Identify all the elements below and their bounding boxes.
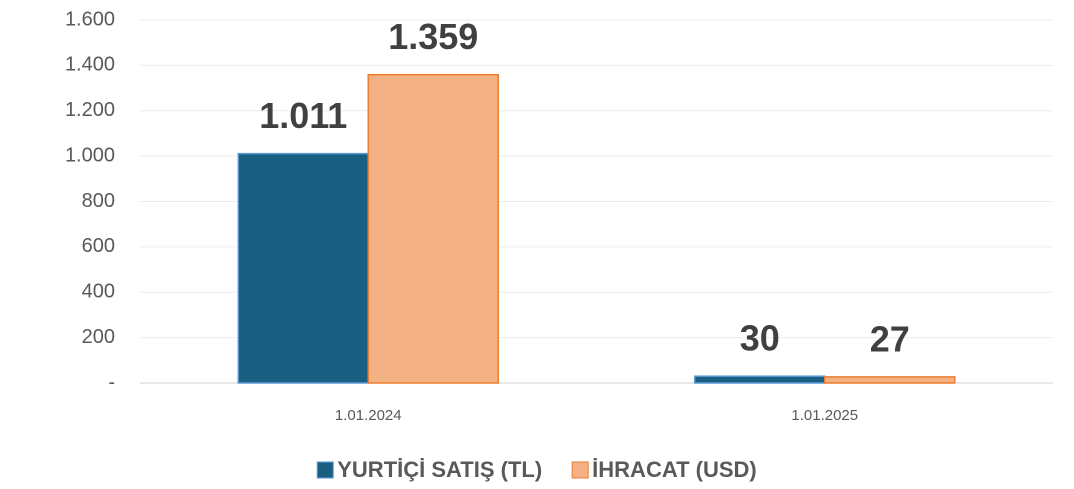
- y-tick-label: 1.600: [65, 8, 115, 30]
- legend-item: İHRACAT (USD): [571, 457, 757, 482]
- bar: [694, 375, 826, 384]
- legend-swatch: [316, 461, 334, 479]
- legend-item: YURTİÇİ SATIŞ (TL): [316, 457, 542, 482]
- x-tick-label: 1.01.2025: [791, 407, 858, 424]
- value-label: 30: [740, 318, 780, 359]
- bar: [367, 73, 499, 384]
- value-label: 27: [870, 318, 910, 359]
- value-label: 1.359: [388, 16, 478, 57]
- legend-label: İHRACAT (USD): [592, 457, 757, 482]
- bar: [237, 152, 369, 384]
- legend-swatch: [571, 461, 589, 479]
- value-label: 1.011: [259, 95, 347, 136]
- bar: [824, 376, 956, 384]
- y-tick-label: -: [108, 371, 115, 393]
- y-tick-label: 600: [82, 235, 115, 257]
- y-tick-label: 400: [82, 281, 115, 303]
- y-tick-label: 800: [82, 190, 115, 212]
- y-tick-label: 1.200: [65, 99, 115, 121]
- y-tick-label: 1.000: [65, 144, 115, 166]
- x-tick-label: 1.01.2024: [335, 407, 402, 424]
- y-tick-label: 1.400: [65, 54, 115, 76]
- legend-label: YURTİÇİ SATIŞ (TL): [337, 457, 542, 482]
- y-tick-label: 200: [82, 326, 115, 348]
